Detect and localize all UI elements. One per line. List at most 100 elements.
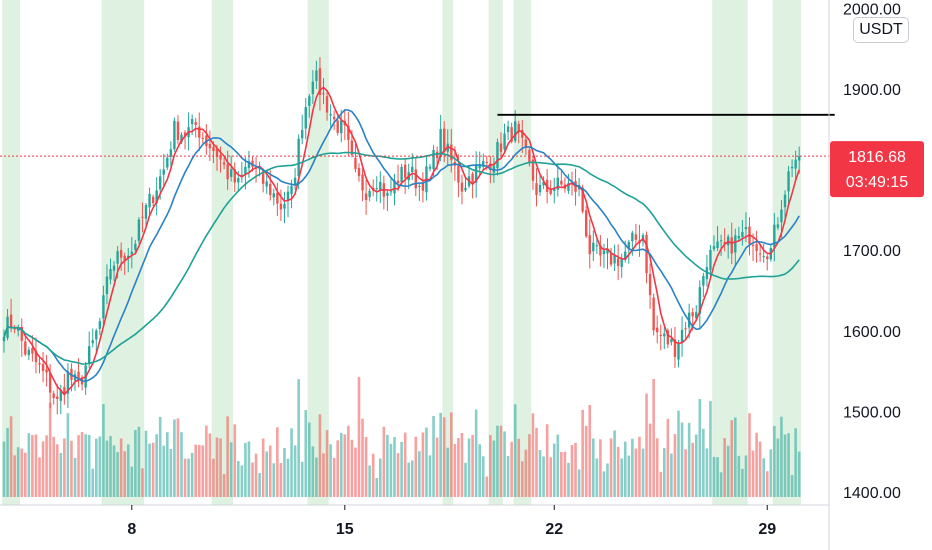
volume-bar [432,416,435,497]
volume-bars [2,377,801,497]
candle-body [173,120,176,150]
volume-bar [428,455,432,497]
volume-bar [158,416,162,497]
volume-bar [52,436,55,497]
highlight-zone [101,0,145,505]
candle-body [652,297,655,331]
x-axis[interactable]: 8 15 22 29 [127,505,776,538]
candle-body [450,144,453,161]
candle-body [464,187,467,191]
volume-bar [84,434,87,497]
candle-body [119,249,123,258]
candle-body [741,232,744,237]
currency-unit-button[interactable]: USDT [853,17,909,43]
candle-body [503,133,506,150]
volume-bar [31,435,34,497]
candle-body [180,134,183,143]
candle-body [66,371,70,394]
candle-body [350,140,354,155]
volume-bar [59,453,63,497]
volume-bar [425,427,428,497]
volume-bar [102,404,105,497]
candle-body [457,165,460,183]
candle-body [41,364,45,371]
volume-bar [599,439,602,497]
candle-body [599,245,602,256]
candle-body [663,333,666,337]
candle-body [9,314,13,329]
candle-body [322,93,325,95]
volume-bar [315,457,318,497]
volume-bar [325,430,329,497]
candle-body [233,169,236,183]
volume-bar [694,434,698,497]
candle-body [137,219,141,241]
volume-bar [418,451,421,497]
candle-body [648,273,652,296]
candle-body [709,249,712,271]
candle-body [624,251,627,260]
candle-body [773,224,776,248]
candle-body [567,183,570,191]
volume-bar [169,449,173,497]
volume-bar [758,441,762,497]
candle-body [226,164,229,180]
candle-body [478,164,481,169]
candle-body [293,177,297,185]
candle-body [183,132,187,137]
x-tick-label: 8 [127,521,136,538]
y-axis[interactable]: 1400.001500.001600.001700.001800.001900.… [843,1,901,502]
volume-bar [410,460,414,497]
candle-body [489,163,492,170]
candle-body [535,183,538,196]
candle-body [691,312,694,317]
volume-bar [652,379,655,497]
volume-bar [148,443,151,497]
volume-bar [726,445,730,497]
candle-body [613,255,616,264]
volume-bar [215,437,219,497]
volume-bar [190,452,194,497]
volume-bar [666,418,670,497]
y-tick-label: 2000.00 [843,1,901,18]
candle-body [201,137,204,139]
candle-body [719,240,723,242]
candle-body [766,256,769,260]
volume-bar [34,434,38,497]
candle-body [659,334,662,337]
y-tick-label: 1500.00 [843,404,901,421]
volume-bar [510,441,513,497]
volume-bar [549,457,552,497]
volume-bar [744,455,748,497]
volume-bar [137,426,141,497]
candle-body [297,138,300,176]
volume-bar [620,458,623,497]
volume-bar [435,437,439,497]
volume-bar [641,448,645,497]
volume-bar [567,462,570,497]
volume-bar [339,432,343,497]
highlight-zone [307,0,329,505]
volume-bar [219,438,222,497]
candle-body [499,143,503,152]
candle-body [556,177,559,190]
y-tick-label: 1700.00 [843,243,901,260]
candle-body [151,196,155,204]
candle-body [602,250,606,255]
volume-bar [439,412,442,497]
volume-bar [226,416,229,497]
volume-bar [286,458,290,497]
candle-body [13,328,16,330]
candle-body [105,276,109,294]
candle-body [631,232,634,242]
volume-bar [748,413,751,497]
volume-bar [734,417,737,497]
candle-body [144,205,148,219]
candle-body [443,128,446,152]
volume-bar [584,425,588,497]
volume-bar [308,422,311,497]
candle-body [130,251,133,255]
x-tick-label: 22 [545,521,563,538]
candle-body [176,121,180,140]
